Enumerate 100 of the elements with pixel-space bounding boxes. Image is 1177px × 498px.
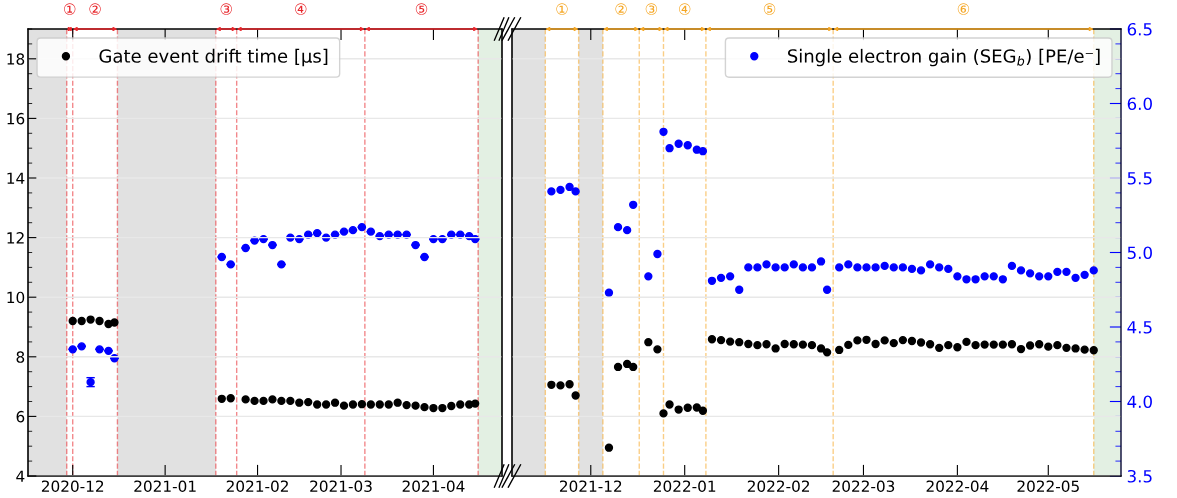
- point: [304, 397, 313, 407]
- x-tick-label: 2021-03: [310, 480, 372, 492]
- point: [807, 263, 817, 272]
- point: [907, 336, 917, 346]
- point: [644, 272, 653, 281]
- point: [571, 391, 580, 400]
- point: [1044, 342, 1053, 351]
- point: [916, 338, 926, 347]
- point: [889, 338, 898, 348]
- text: ⑥: [957, 3, 970, 15]
- y2-tick-label: 4.5: [1127, 321, 1152, 334]
- point: [622, 225, 632, 235]
- x-tick-label: 2022-05: [1017, 480, 1079, 492]
- point: [1089, 266, 1098, 275]
- point: [925, 260, 935, 269]
- y-tick-label: 12: [7, 232, 24, 244]
- text: ⑤: [763, 3, 776, 15]
- point: [725, 272, 735, 281]
- text: ④: [678, 3, 691, 15]
- point: [707, 335, 717, 344]
- point: [241, 395, 250, 404]
- point: [226, 394, 235, 403]
- point: [268, 395, 277, 404]
- point: [971, 341, 980, 350]
- point: [771, 263, 780, 272]
- point: [604, 443, 614, 452]
- point: [447, 401, 456, 411]
- point: [1044, 272, 1053, 281]
- point: [880, 261, 889, 271]
- point: [683, 403, 692, 412]
- point: [348, 400, 358, 409]
- point: [735, 338, 744, 347]
- x-tick-label: 2020-12: [41, 480, 104, 492]
- point: [753, 341, 762, 350]
- point: [77, 316, 86, 326]
- point: [217, 394, 226, 403]
- point: [880, 336, 889, 345]
- point: [844, 260, 853, 269]
- point: [862, 335, 871, 344]
- point: [277, 396, 286, 406]
- point: [853, 336, 862, 345]
- point: [629, 362, 638, 372]
- point: [659, 127, 668, 136]
- point: [898, 263, 908, 272]
- point: [916, 266, 926, 275]
- point: [816, 257, 826, 266]
- point: [744, 339, 753, 349]
- text: ①: [556, 3, 568, 15]
- x-tick-label: 2022-03: [832, 480, 895, 492]
- point: [844, 340, 853, 350]
- legend-label: Gate event drift time [μs]: [99, 48, 328, 67]
- point: [241, 243, 250, 253]
- point: [822, 285, 832, 294]
- point: [707, 276, 717, 285]
- point: [998, 275, 1008, 284]
- point: [613, 362, 623, 372]
- point: [871, 339, 880, 349]
- point: [798, 263, 808, 272]
- point: [989, 340, 998, 349]
- point: [907, 264, 917, 274]
- point: [674, 405, 683, 414]
- legend-label: Single electron gain (SEG$_{b}$) [PE/e⁻]: [787, 48, 1100, 67]
- point: [110, 318, 119, 327]
- point: [980, 272, 989, 281]
- point: [1080, 345, 1089, 354]
- point: [762, 340, 771, 349]
- point: [1062, 267, 1071, 277]
- point: [953, 272, 962, 281]
- point: [971, 275, 980, 284]
- text: ③: [645, 3, 658, 15]
- point: [411, 240, 420, 250]
- point: [1007, 261, 1017, 271]
- y-tick-label: 6: [16, 410, 25, 423]
- point: [268, 240, 277, 250]
- point: [798, 340, 808, 349]
- point: [944, 341, 953, 350]
- point: [683, 141, 692, 150]
- point: [989, 272, 998, 281]
- point: [393, 398, 402, 407]
- point: [613, 223, 623, 232]
- y2-tick-label: 5.5: [1127, 172, 1152, 185]
- point: [556, 381, 565, 390]
- point: [665, 144, 674, 153]
- point: [692, 403, 701, 412]
- point: [835, 263, 844, 272]
- text: ③: [220, 3, 232, 15]
- point: [816, 344, 826, 353]
- point: [321, 400, 331, 409]
- point: [1035, 340, 1044, 349]
- point: [259, 396, 268, 406]
- point: [456, 400, 465, 409]
- y2-tick-label: 6.0: [1127, 97, 1152, 111]
- point: [698, 406, 708, 415]
- point: [250, 396, 259, 406]
- point: [68, 316, 77, 326]
- point: [998, 340, 1008, 349]
- point: [744, 263, 753, 272]
- point: [962, 275, 971, 284]
- point: [1053, 341, 1062, 350]
- point: [556, 185, 565, 195]
